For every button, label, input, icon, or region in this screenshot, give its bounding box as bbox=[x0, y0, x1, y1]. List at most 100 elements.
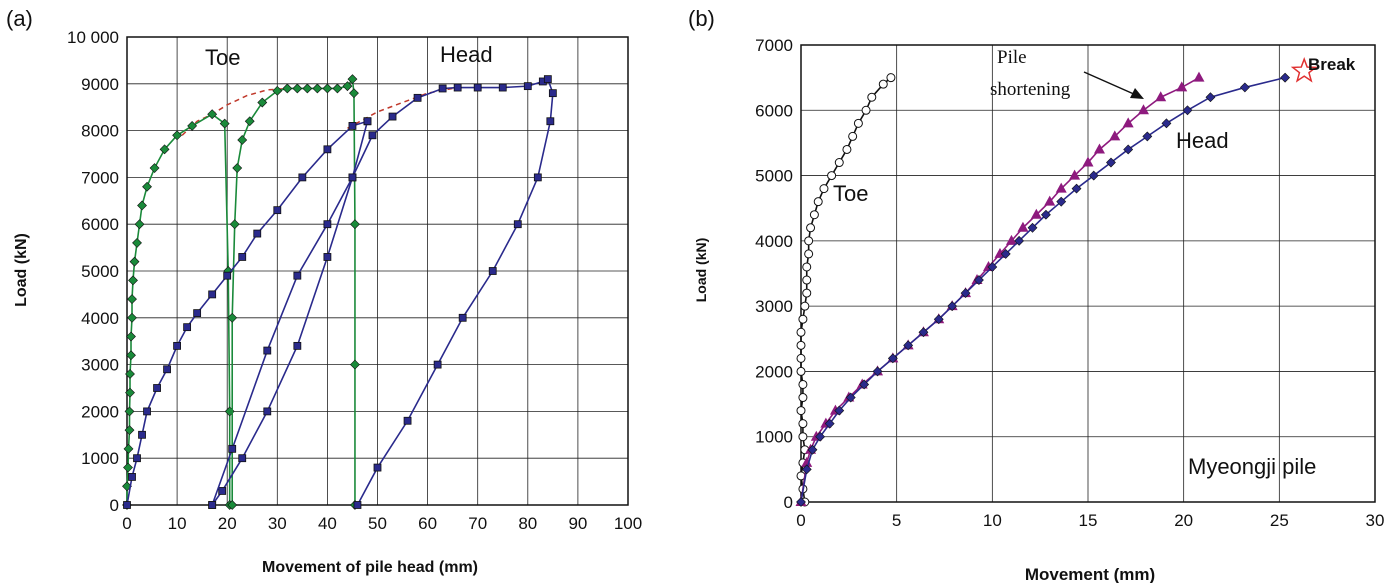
panel-b-x-ticks: 0 5 10 15 20 25 30 bbox=[796, 511, 1384, 530]
series-point-2 bbox=[987, 262, 998, 272]
panel-b-pile-name: Myeongji pile bbox=[1188, 454, 1316, 479]
series-point-0 bbox=[128, 275, 138, 286]
series-point-1 bbox=[413, 93, 422, 102]
x-tick-label: 20 bbox=[218, 514, 237, 533]
series-point-1 bbox=[253, 229, 262, 238]
series-point-0 bbox=[798, 314, 808, 324]
series-point-0 bbox=[878, 79, 888, 89]
series-point-0 bbox=[132, 237, 142, 248]
dashed-envelope-line bbox=[347, 87, 453, 129]
series-point-0 bbox=[342, 81, 353, 92]
series-point-1 bbox=[801, 456, 813, 467]
series-point-0 bbox=[282, 83, 293, 94]
series-point-2 bbox=[960, 288, 971, 299]
series-point-2 bbox=[815, 431, 826, 442]
series-point-2 bbox=[801, 464, 812, 475]
series-point-0 bbox=[134, 219, 145, 230]
series-point-2 bbox=[887, 353, 898, 364]
series-point-0 bbox=[798, 432, 808, 442]
series-point-1 bbox=[228, 444, 237, 453]
panel-b-arrow-line bbox=[1083, 71, 1137, 96]
panel-b-shortening-annotation: shortening bbox=[990, 79, 1071, 100]
series-line-0 bbox=[800, 77, 892, 503]
series-point-0 bbox=[127, 294, 137, 305]
x-tick-label: 0 bbox=[122, 514, 131, 533]
series-point-0 bbox=[802, 262, 812, 272]
series-point-1 bbox=[473, 83, 482, 92]
series-point-0 bbox=[125, 387, 135, 398]
series-point-1 bbox=[163, 365, 171, 374]
series-point-2 bbox=[918, 327, 929, 338]
series-point-0 bbox=[349, 88, 359, 99]
x-tick-label: 60 bbox=[418, 514, 437, 533]
panel-a-x-axis-title: Movement of pile head (mm) bbox=[262, 559, 478, 576]
series-point-1 bbox=[368, 131, 377, 140]
series-point-1 bbox=[488, 267, 497, 275]
y-tick-label: 1000 bbox=[755, 428, 793, 447]
series-point-1 bbox=[1069, 169, 1081, 180]
series-point-0 bbox=[172, 130, 183, 141]
series-point-1 bbox=[1082, 156, 1094, 167]
series-point-1 bbox=[1005, 234, 1017, 245]
series-point-1 bbox=[208, 290, 217, 299]
series-point-0 bbox=[867, 92, 877, 102]
series-point-1 bbox=[1044, 195, 1056, 206]
y-tick-label: 3000 bbox=[755, 297, 793, 316]
series-point-1 bbox=[133, 454, 141, 463]
series-point-0 bbox=[809, 210, 819, 220]
series-point-0 bbox=[804, 249, 814, 259]
series-point-0 bbox=[227, 312, 238, 323]
x-tick-label: 30 bbox=[268, 514, 287, 533]
series-point-1 bbox=[273, 206, 282, 215]
series-point-1 bbox=[293, 271, 302, 280]
x-tick-label: 40 bbox=[318, 514, 337, 533]
panel-b-series bbox=[795, 56, 1318, 507]
series-point-1 bbox=[123, 501, 131, 509]
panel-b-y-axis-title: Load (kN) bbox=[693, 238, 709, 303]
panel-a-toe-annotation: Toe bbox=[205, 45, 240, 70]
series-point-1 bbox=[453, 83, 462, 92]
series-point-0 bbox=[322, 83, 333, 94]
series-point-0 bbox=[207, 109, 218, 120]
series-point-0 bbox=[302, 83, 313, 94]
series-point-2 bbox=[859, 379, 870, 390]
series-point-1 bbox=[533, 173, 542, 182]
series-point-0 bbox=[159, 144, 170, 155]
series-point-2 bbox=[1000, 248, 1011, 259]
series-point-2 bbox=[1040, 209, 1051, 220]
x-tick-label: 80 bbox=[518, 514, 537, 533]
series-point-0 bbox=[292, 83, 303, 94]
series-point-0 bbox=[802, 275, 812, 285]
series-point-1 bbox=[1017, 221, 1029, 232]
panel-a-head-annotation: Head bbox=[440, 42, 493, 67]
series-point-1 bbox=[143, 407, 151, 416]
series-point-0 bbox=[819, 184, 829, 194]
series-point-1 bbox=[498, 83, 507, 92]
break-star-icon bbox=[1290, 56, 1318, 83]
panel-b: (b) 0 5 10 15 20 25 30 0 1000 2000 3000 4000 5000 60… bbox=[688, 6, 1384, 583]
series-point-0 bbox=[813, 197, 823, 207]
series-point-1 bbox=[1122, 117, 1134, 128]
series-point-1 bbox=[513, 220, 522, 229]
panel-a-series bbox=[122, 74, 557, 510]
series-point-1 bbox=[388, 112, 397, 121]
series-point-0 bbox=[806, 223, 816, 233]
y-tick-label: 7000 bbox=[755, 36, 793, 55]
series-point-1 bbox=[323, 145, 332, 154]
y-tick-label: 3000 bbox=[81, 356, 119, 375]
series-point-0 bbox=[229, 219, 240, 230]
series-point-1 bbox=[523, 82, 532, 91]
x-tick-label: 20 bbox=[1174, 511, 1193, 530]
x-tick-label: 100 bbox=[614, 514, 642, 533]
series-point-1 bbox=[438, 84, 447, 93]
series-point-1 bbox=[363, 117, 372, 126]
x-tick-label: 25 bbox=[1270, 511, 1289, 530]
x-tick-label: 15 bbox=[1079, 511, 1098, 530]
panel-b-head-annotation: Head bbox=[1176, 128, 1229, 153]
x-tick-label: 10 bbox=[983, 511, 1002, 530]
series-point-0 bbox=[834, 158, 844, 168]
series-point-2 bbox=[1014, 235, 1025, 246]
series-point-0 bbox=[796, 353, 806, 363]
series-point-1 bbox=[1055, 182, 1067, 193]
series-point-2 bbox=[1056, 196, 1067, 207]
